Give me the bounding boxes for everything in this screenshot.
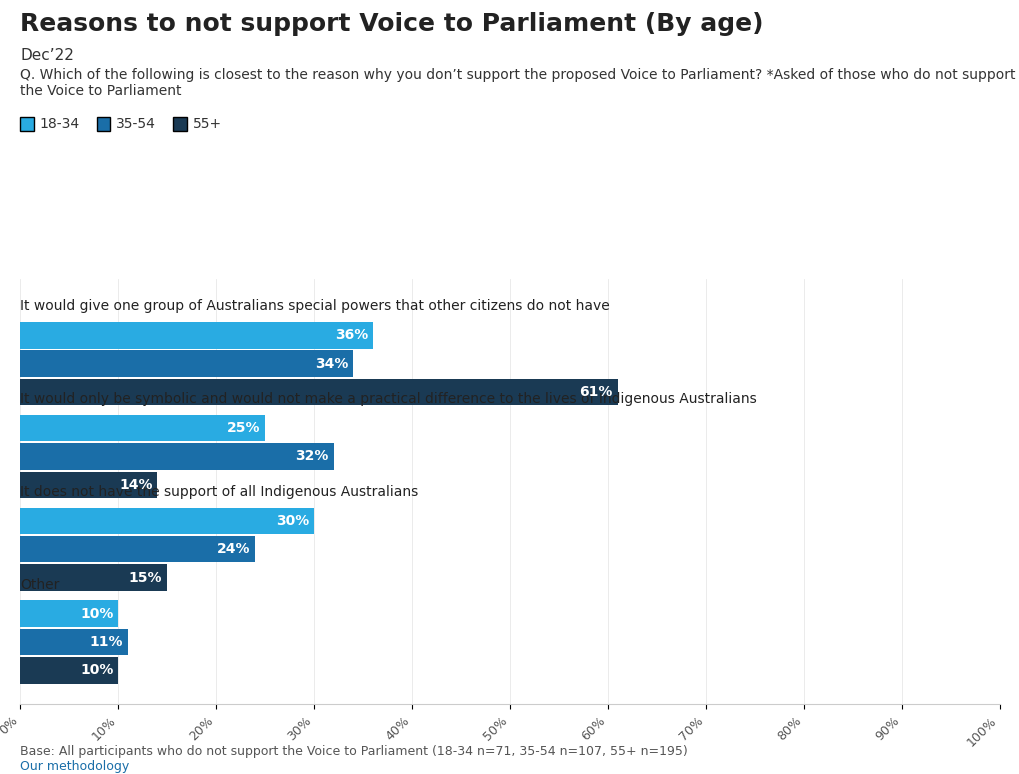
- Bar: [20, 415, 265, 441]
- Bar: [20, 536, 255, 563]
- Bar: [20, 508, 314, 534]
- Text: 32%: 32%: [296, 450, 328, 464]
- Text: 25%: 25%: [226, 421, 260, 435]
- Bar: [20, 471, 157, 498]
- Bar: [20, 322, 373, 348]
- Bar: [20, 657, 118, 683]
- Text: 35-54: 35-54: [116, 117, 156, 131]
- Text: 34%: 34%: [315, 357, 348, 371]
- Text: 55+: 55+: [193, 117, 222, 131]
- Text: Other: Other: [20, 577, 60, 592]
- Text: 10%: 10%: [79, 663, 113, 677]
- Bar: [20, 444, 333, 470]
- Bar: [20, 378, 618, 406]
- Text: Reasons to not support Voice to Parliament (By age): Reasons to not support Voice to Parliame…: [20, 12, 763, 36]
- Text: 18-34: 18-34: [40, 117, 79, 131]
- Text: 24%: 24%: [217, 543, 251, 557]
- Text: 10%: 10%: [79, 607, 113, 621]
- Bar: [20, 351, 353, 377]
- Text: It would give one group of Australians special powers that other citizens do not: It would give one group of Australians s…: [20, 300, 609, 313]
- Text: It does not have the support of all Indigenous Australians: It does not have the support of all Indi…: [20, 485, 418, 499]
- Text: 15%: 15%: [128, 570, 162, 584]
- Text: 14%: 14%: [119, 478, 153, 491]
- Bar: [20, 564, 167, 591]
- Bar: [20, 628, 128, 655]
- Text: It would only be symbolic and would not make a practical difference to the lives: It would only be symbolic and would not …: [20, 392, 756, 406]
- Text: Q. Which of the following is closest to the reason why you don’t support the pro: Q. Which of the following is closest to …: [20, 68, 1015, 98]
- Text: 36%: 36%: [334, 328, 368, 342]
- Text: Dec’22: Dec’22: [20, 48, 74, 63]
- Text: 61%: 61%: [579, 385, 612, 399]
- Text: Our methodology: Our methodology: [20, 760, 129, 773]
- Text: 11%: 11%: [90, 635, 123, 649]
- Bar: [20, 601, 118, 627]
- Text: 30%: 30%: [276, 514, 309, 528]
- Text: Base: All participants who do not support the Voice to Parliament (18-34 n=71, 3: Base: All participants who do not suppor…: [20, 745, 688, 758]
